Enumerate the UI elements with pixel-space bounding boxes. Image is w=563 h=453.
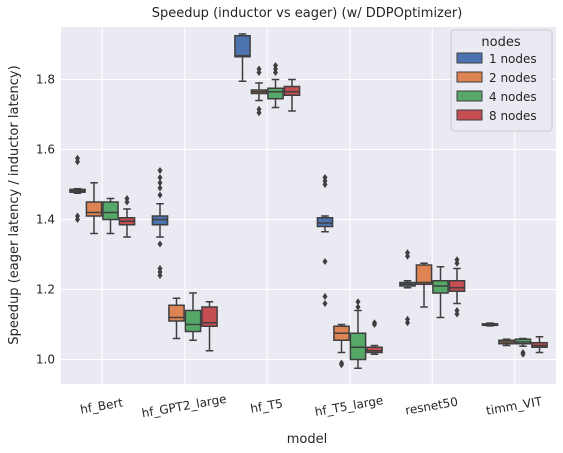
outlier-point — [75, 154, 80, 162]
outlier-point — [454, 310, 460, 318]
x-tick-label: resnet50 — [404, 395, 459, 418]
box-iqr — [184, 309, 202, 333]
outlier-point — [273, 69, 278, 76]
outlier-point — [339, 361, 344, 369]
box-hf_T5-1-nodes — [234, 33, 251, 82]
box-hf_GPT2_large-1-nodes — [151, 167, 169, 279]
box-iqr — [349, 332, 367, 361]
x-axis-ticks: hf_Bert hf_GPT2_large hf_T5 hf_T5_large resn… — [79, 392, 544, 421]
box-hf_GPT2_large-2-nodes — [168, 297, 185, 340]
box-hf_Bert-4-nodes — [102, 197, 119, 235]
box-hf_T5_large-1-nodes — [316, 174, 334, 307]
outlier-point — [355, 303, 361, 311]
x-tick-label: hf_Bert — [79, 395, 124, 416]
box-series — [69, 33, 548, 369]
outlier-point — [157, 174, 163, 181]
box-hf_T5-8-nodes — [283, 78, 301, 112]
outlier-point — [322, 300, 328, 307]
box-iqr — [415, 264, 433, 285]
outlier-point — [322, 181, 328, 188]
outlier-point — [454, 259, 460, 267]
outlier-point — [75, 216, 80, 223]
legend-label-8-nodes: 8 nodes — [489, 109, 537, 123]
outlier-point — [322, 293, 328, 300]
outlier-point — [256, 69, 262, 76]
box-resnet50-8-nodes — [448, 256, 466, 318]
box-iqr — [267, 87, 284, 100]
outlier-point — [322, 258, 328, 265]
y-tick-label: 1.4 — [36, 213, 55, 227]
box-iqr — [102, 201, 119, 221]
outlier-point — [157, 167, 163, 174]
box-hf_T5_large-4-nodes — [349, 298, 367, 369]
box-hf_T5-2-nodes — [250, 65, 268, 117]
box-hf_T5_large-2-nodes — [333, 323, 350, 369]
x-tick-label: hf_T5_large — [314, 393, 385, 419]
outlier-point — [157, 179, 163, 187]
y-tick-label: 1.2 — [36, 283, 55, 297]
x-tick-label: timm_VIT — [485, 394, 544, 418]
box-iqr — [234, 35, 251, 58]
outlier-point — [405, 319, 410, 327]
outlier-point — [157, 272, 163, 279]
legend-swatch-8-nodes — [456, 109, 483, 121]
box-resnet50-4-nodes — [432, 266, 449, 319]
box-iqr — [316, 217, 334, 228]
box-iqr — [168, 304, 185, 322]
legend-swatch-2-nodes — [456, 71, 483, 83]
box-hf_Bert-2-nodes — [85, 182, 103, 235]
x-tick-label: hf_T5 — [249, 396, 284, 415]
box-iqr — [85, 201, 103, 217]
box-iqr — [201, 306, 218, 327]
legend-swatch-4-nodes — [456, 90, 483, 102]
legend-label-1-nodes: 1 nodes — [489, 52, 537, 66]
outlier-point — [256, 109, 262, 117]
x-tick-label: hf_GPT2_large — [141, 392, 228, 421]
grid-lines — [61, 27, 556, 384]
outlier-point — [372, 319, 377, 327]
box-hf_Bert-8-nodes — [118, 195, 136, 238]
chart-title: Speedup (inductor vs eager) (w/ DDPOptim… — [152, 6, 463, 21]
box-timm_VIT-8-nodes — [531, 336, 548, 354]
legend-swatch-1-nodes — [456, 52, 483, 64]
box-iqr — [432, 280, 449, 294]
y-tick-label: 1.0 — [36, 353, 55, 367]
y-tick-label: 1.6 — [36, 143, 55, 157]
outlier-point — [157, 184, 163, 192]
y-axis-ticks: 1.0 1.2 1.4 1.6 1.8 — [36, 73, 55, 367]
y-tick-label: 1.8 — [36, 73, 55, 87]
outlier-point — [520, 349, 526, 356]
box-hf_GPT2_large-4-nodes — [184, 292, 202, 341]
y-axis-label: Speedup (eager latency / inductor latenc… — [7, 65, 22, 344]
outlier-point — [157, 191, 163, 199]
box-hf_GPT2_large-8-nodes — [201, 301, 218, 352]
outlier-point — [124, 195, 130, 202]
box-iqr — [283, 85, 301, 96]
box-iqr — [151, 215, 169, 226]
box-hf_T5_large-8-nodes — [366, 319, 383, 355]
box-timm_VIT-1-nodes — [481, 322, 499, 327]
legend: nodes 1 nodes 2 nodes 4 nodes 8 nodes — [450, 29, 553, 132]
box-hf_Bert-1-nodes — [69, 154, 86, 223]
outlier-point — [405, 252, 410, 260]
box-timm_VIT-4-nodes — [514, 337, 532, 358]
box-iqr — [366, 346, 383, 354]
outlier-point — [355, 298, 361, 306]
box-hf_T5-4-nodes — [267, 62, 284, 109]
legend-label-2-nodes: 2 nodes — [489, 71, 537, 85]
outlier-point — [157, 240, 163, 248]
box-resnet50-1-nodes — [399, 249, 416, 327]
box-resnet50-2-nodes — [415, 262, 433, 308]
box-iqr — [448, 280, 466, 292]
x-axis-label: model — [287, 432, 327, 447]
legend-label-4-nodes: 4 nodes — [489, 90, 537, 104]
box-timm_VIT-2-nodes — [498, 338, 515, 347]
legend-title: nodes — [481, 35, 520, 50]
